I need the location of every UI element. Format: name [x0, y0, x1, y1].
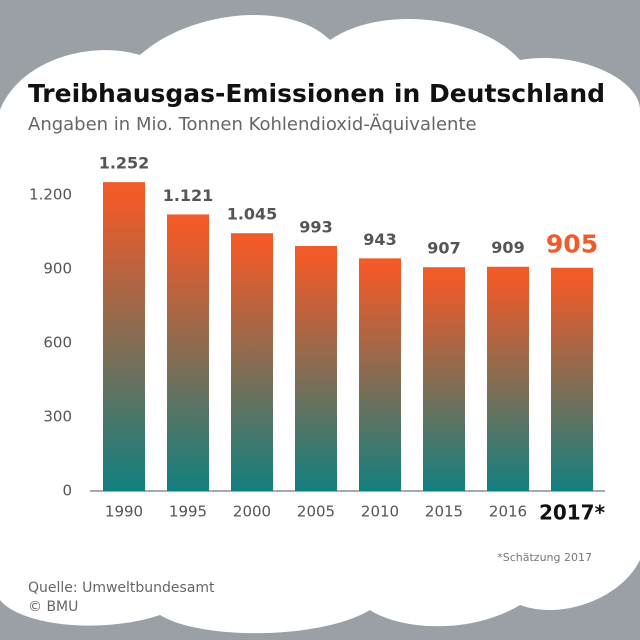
y-tick-label: 1.200: [29, 185, 72, 203]
y-tick-label: 0: [62, 482, 72, 500]
credit: © BMU: [28, 599, 78, 615]
x-tick-label: 2015: [425, 503, 463, 521]
bar: [487, 266, 529, 491]
value-label: 1.045: [227, 205, 278, 224]
value-label: 907: [427, 239, 460, 258]
x-tick-label: 2010: [361, 503, 399, 521]
value-label: 943: [363, 230, 396, 249]
bar: [423, 267, 465, 491]
y-tick-label: 300: [43, 407, 72, 425]
bar: [359, 258, 401, 491]
chart-subtitle: Angaben in Mio. Tonnen Kohlendioxid-Äqui…: [28, 114, 477, 135]
value-label: 909: [491, 238, 524, 257]
x-tick-label: 2017*: [539, 501, 606, 525]
footnote: *Schätzung 2017: [497, 551, 592, 564]
y-tick-label: 900: [43, 259, 72, 277]
value-label: 905: [546, 230, 598, 259]
bar: [103, 182, 145, 492]
x-tick-label: 2005: [297, 503, 335, 521]
x-tick-label: 2000: [233, 503, 271, 521]
bar: [231, 233, 273, 492]
value-label: 993: [299, 218, 332, 237]
x-tick-label: 2016: [489, 503, 527, 521]
y-tick-label: 600: [43, 333, 72, 351]
bar: [295, 246, 337, 491]
x-tick-label: 1995: [169, 503, 207, 521]
bar: [551, 267, 593, 491]
value-label: 1.252: [99, 154, 150, 173]
x-tick-label: 1990: [105, 503, 143, 521]
chart-title: Treibhausgas-Emissionen in Deutschland: [28, 79, 605, 108]
source: Quelle: Umweltbundesamt: [28, 580, 215, 596]
bar: [167, 214, 209, 492]
value-label: 1.121: [163, 186, 214, 205]
